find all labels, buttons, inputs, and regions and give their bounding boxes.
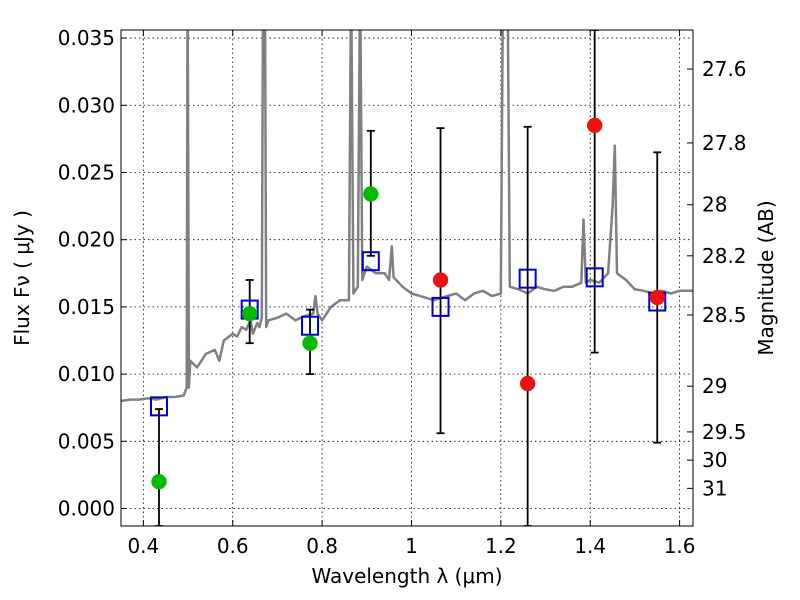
x-tick-label: 1.6 [664,534,696,558]
grid-lines [121,30,693,526]
x-tick-label: 1 [405,534,418,558]
y-tick-label: 0.015 [58,295,115,319]
axis-ticks: 0.4 0.6 0.8 1 1.2 1.4 1.6 0.000 0.005 0.010 0.015 0… [58,26,747,558]
x-tick-label: 0.6 [217,534,249,558]
x-axis-label: Wavelength λ (μm) [311,564,502,588]
y2-tick-label: 29 [702,374,727,398]
y2-tick-label: 28.2 [702,244,747,268]
y2-tick-label: 30 [702,448,727,472]
photometry-dot [432,272,449,288]
photometry-dot [649,289,665,306]
model-square-marker [361,251,380,272]
photometry-dot [302,335,318,351]
model-square-marker [149,396,168,417]
y-tick-label: 0.025 [58,160,115,184]
x-tick-label: 0.8 [306,534,338,558]
y-tick-label: 0.020 [58,228,115,252]
model-square-marker [585,267,604,288]
x-tick-label: 1.2 [485,534,517,558]
y-tick-label: 0.005 [58,429,115,453]
model-square-marker [518,268,537,289]
y-tick-label: 0.010 [58,362,115,386]
model-square-marker [431,296,450,317]
y2-tick-label: 28 [702,193,727,217]
y-tick-label: 0.035 [58,26,115,50]
photometry-dot [241,305,258,322]
spectrum-line [121,30,693,403]
photometry-dot [586,117,603,134]
y2-tick-label: 31 [702,476,727,500]
plot-frame [120,29,694,527]
y-axis-label: Flux Fν ( μJy ) [10,210,34,346]
photometry-dot [519,375,536,392]
y-tick-label: 0.030 [58,93,115,117]
y2-tick-label: 27.6 [702,57,747,81]
x-tick-label: 1.4 [574,534,606,558]
model-square-marker [301,315,320,336]
photometry-dot [151,473,167,490]
y2-tick-label: 28.5 [702,303,747,327]
y2-tick-label: 27.8 [702,131,747,155]
y2-axis-label: Magnitude (AB) [754,200,778,355]
y-tick-label: 0.000 [58,497,115,521]
photometry-dot [363,186,379,202]
plot-series [121,30,693,526]
y2-tick-label: 29.5 [702,420,747,444]
x-tick-label: 0.4 [127,534,159,558]
